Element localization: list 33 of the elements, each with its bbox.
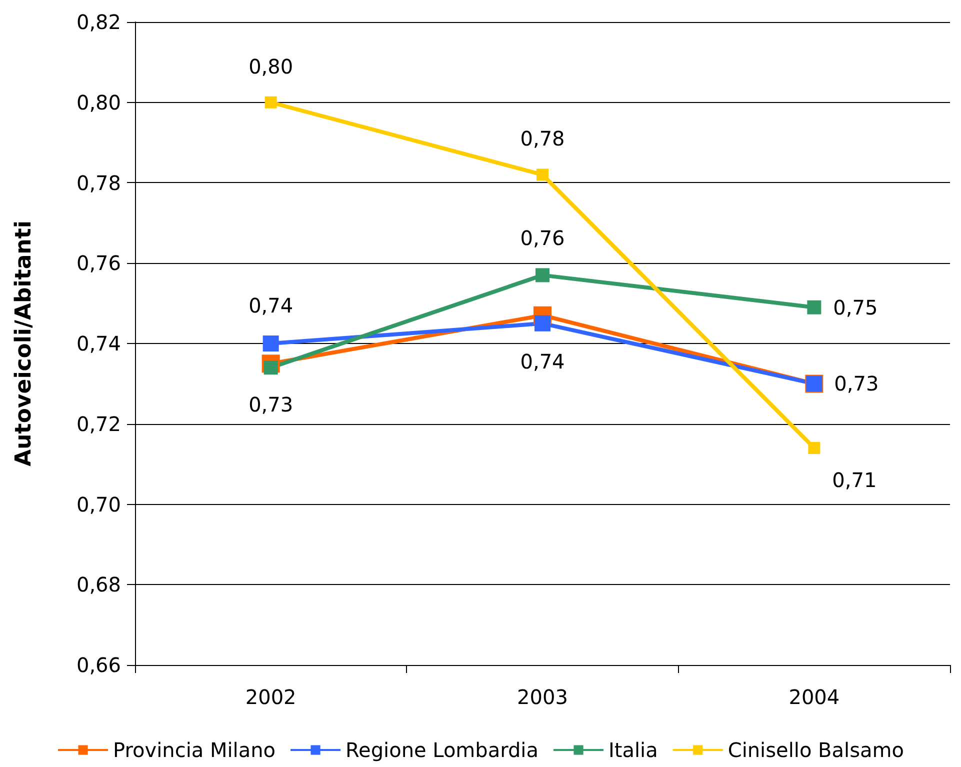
data-label: 0,74 (248, 294, 294, 318)
y-tick-label: 0,74 (76, 332, 121, 356)
y-axis-title: Autoveicoli/Abitanti (12, 220, 36, 466)
legend-label: Italia (608, 738, 658, 762)
point (807, 300, 822, 314)
x-tick-label: 2002 (245, 685, 296, 709)
data-label: 0,78 (520, 126, 565, 151)
y-tick-label: 0,72 (76, 412, 121, 436)
data-label: 0,76 (520, 226, 565, 250)
point (534, 315, 550, 332)
y-tick-label: 0,66 (76, 653, 121, 677)
x-tick-label: 2003 (517, 685, 568, 709)
y-tick-label: 0,76 (76, 251, 121, 276)
legend-label: Cinisello Balsamo (728, 738, 904, 762)
y-tick-label: 0,78 (76, 170, 121, 195)
data-label: 0,75 (833, 295, 878, 320)
point (262, 336, 279, 352)
data-label: 0,80 (248, 54, 294, 78)
y-tick-label: 0,82 (76, 10, 121, 34)
data-label: 0,74 (520, 349, 565, 374)
y-tick-label: 0,70 (76, 492, 121, 516)
y-tick-label: 0,80 (76, 90, 121, 114)
legend-label: Provincia Milano (113, 738, 276, 762)
data-label: 0,73 (834, 372, 879, 396)
legend-label: Regione Lombardia (346, 738, 538, 762)
point (808, 442, 820, 454)
y-tick-label: 0,68 (76, 572, 121, 597)
data-label: 0,73 (248, 392, 294, 417)
point (536, 268, 550, 282)
point (536, 168, 548, 181)
point (264, 96, 277, 108)
data-label: 0,71 (832, 468, 877, 492)
x-tick-label: 2004 (788, 685, 840, 709)
